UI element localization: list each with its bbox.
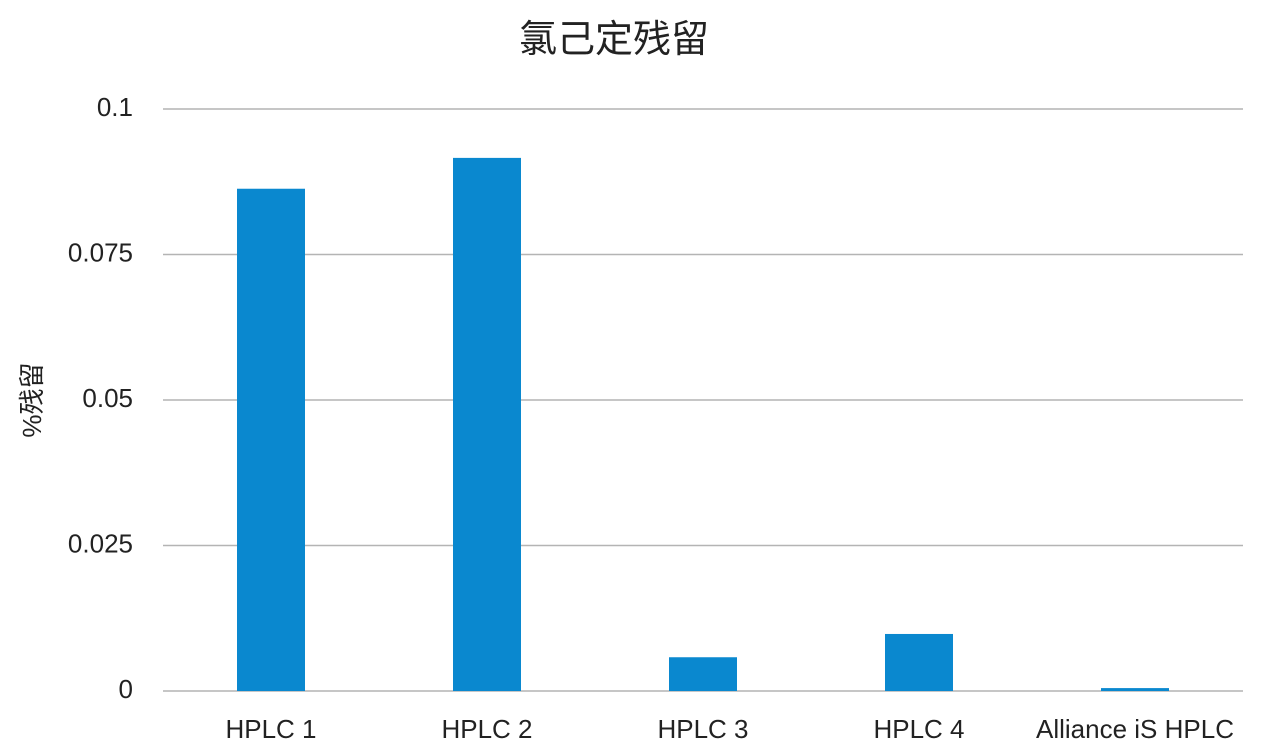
y-tick-label: 0.1 xyxy=(97,92,133,122)
y-tick-label: 0 xyxy=(119,674,133,704)
x-tick-label: HPLC 3 xyxy=(657,714,748,744)
bar xyxy=(669,657,737,691)
bar xyxy=(1101,688,1169,691)
x-tick-label: HPLC 4 xyxy=(873,714,964,744)
y-axis-label: %残留 xyxy=(17,362,47,437)
x-tick-label: HPLC 2 xyxy=(441,714,532,744)
y-tick-label: 0.075 xyxy=(68,237,133,267)
x-tick-label: Alliance iS HPLC xyxy=(1036,714,1234,744)
bar xyxy=(237,188,305,691)
y-tick-label: 0.025 xyxy=(68,528,133,558)
x-tick-label: HPLC 1 xyxy=(225,714,316,744)
chart-title: 氯己定残留 xyxy=(519,19,709,61)
bar xyxy=(453,157,521,691)
bar xyxy=(885,633,953,691)
y-tick-label: 0.05 xyxy=(82,383,133,413)
